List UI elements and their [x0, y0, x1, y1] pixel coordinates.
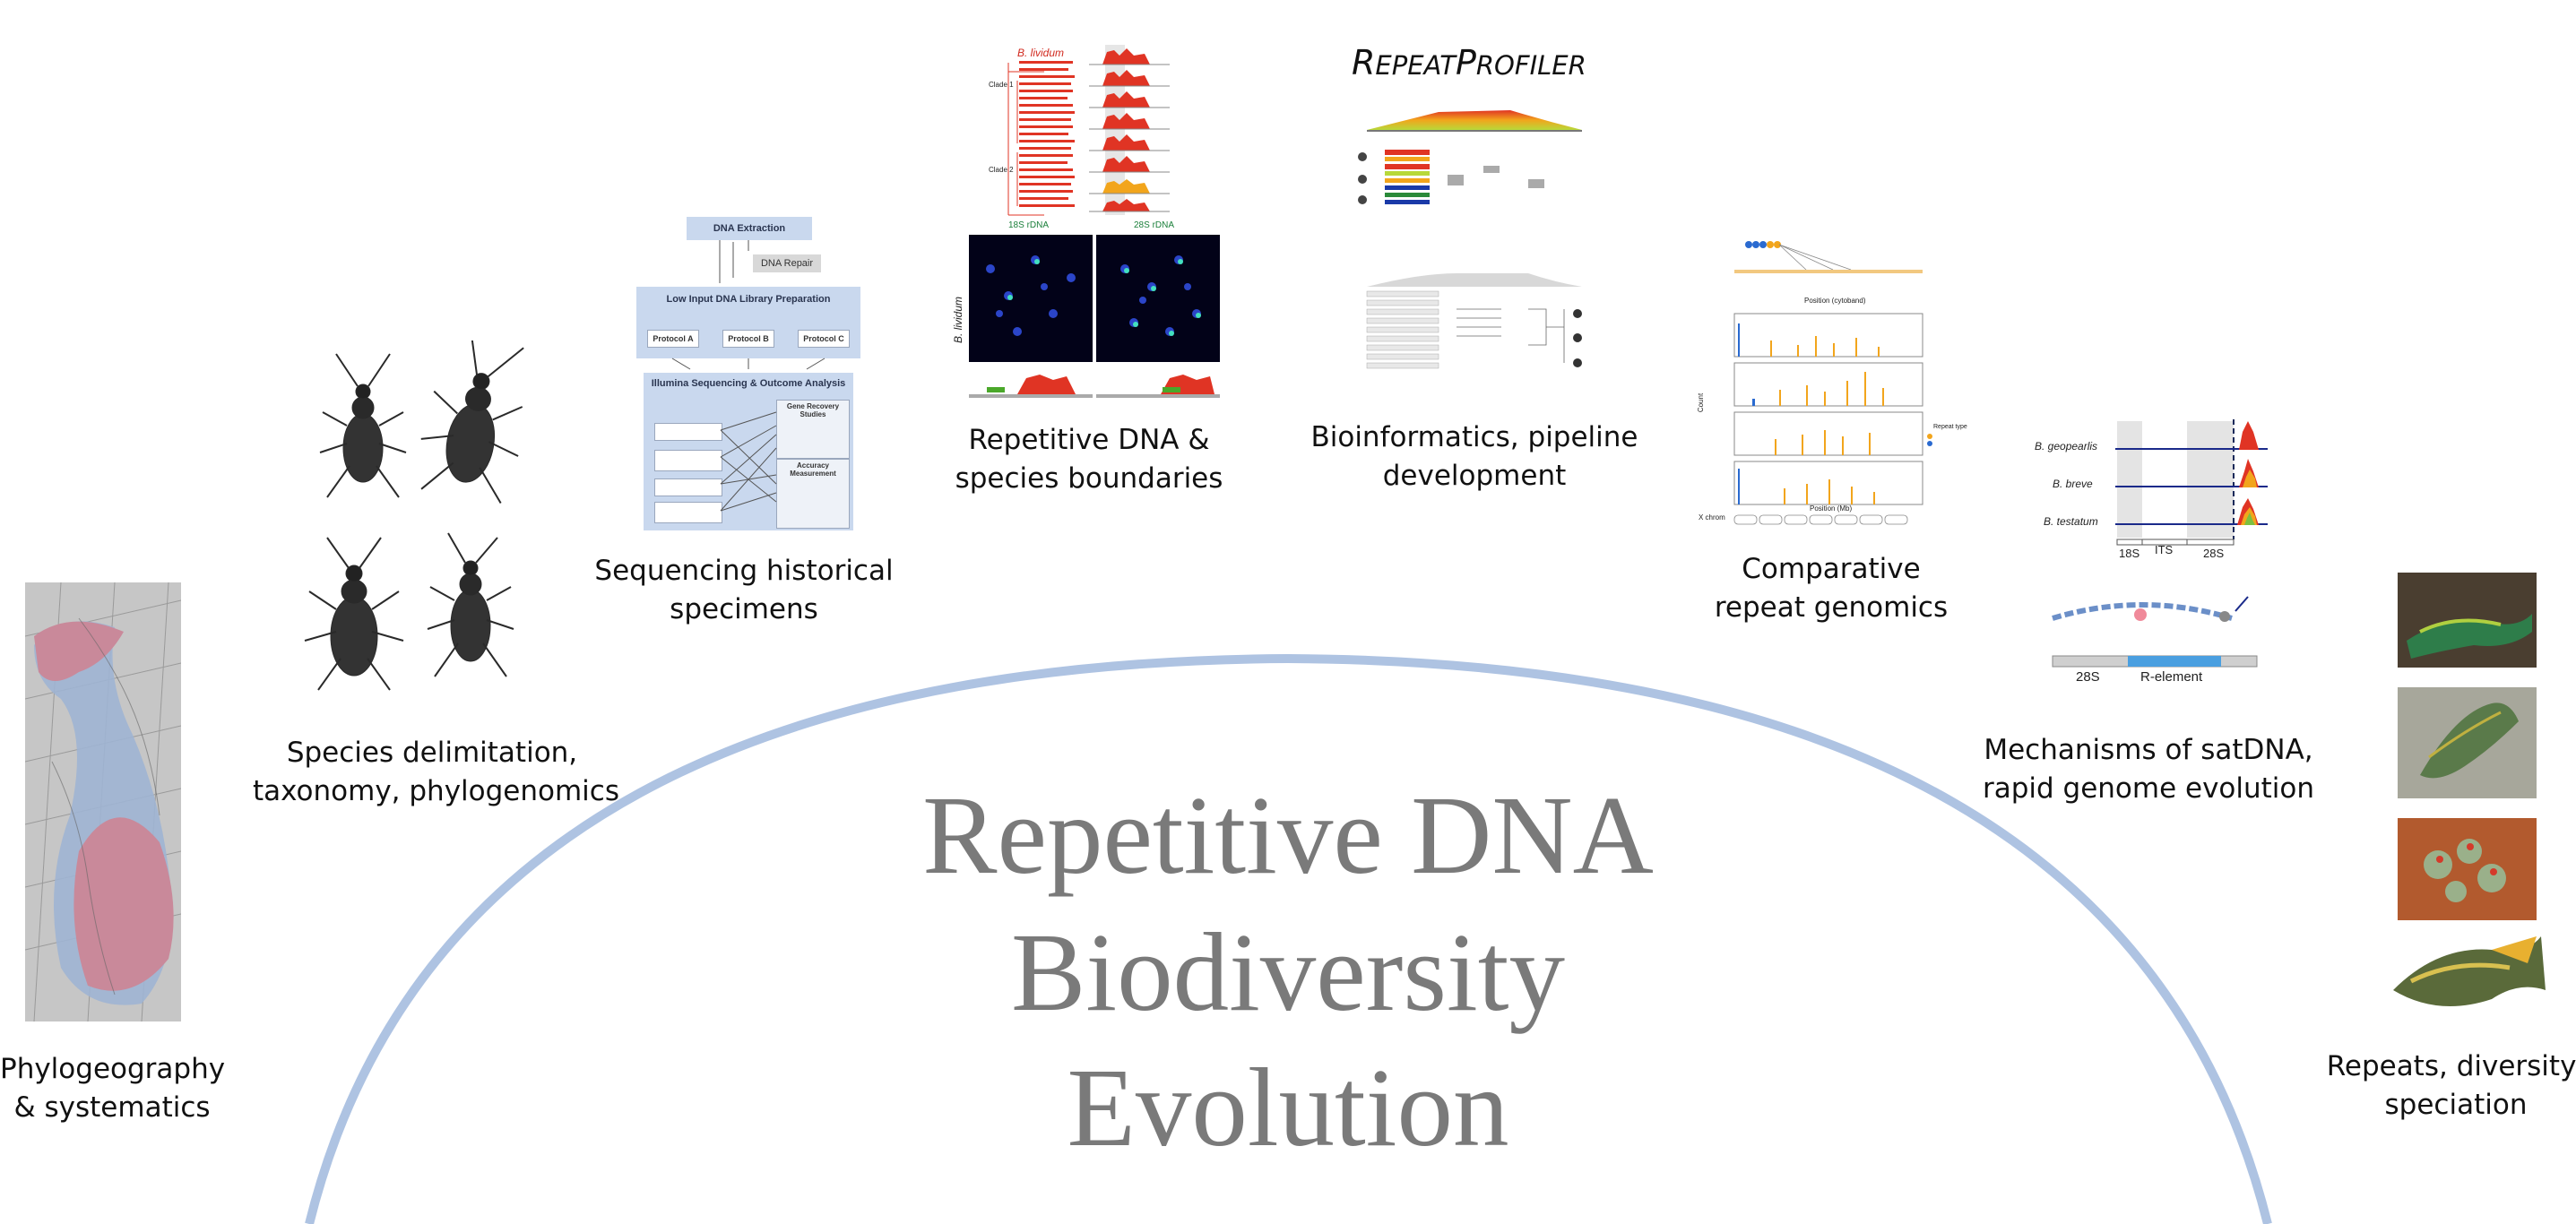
- caption-mechanisms-line1: Mechanisms of satDNA,: [1984, 734, 2313, 766]
- caption-species-line1: Species delimitation,: [286, 737, 578, 769]
- repeatprofiler-rofiler: ROFILER: [1475, 50, 1586, 81]
- caption-phylogeography-line2: & systematics: [13, 1091, 211, 1124]
- phylogeography-map: [24, 582, 182, 1022]
- boundaries-species-side: B. lividum: [952, 296, 965, 344]
- mechanisms-28s: 28S: [2203, 547, 2225, 560]
- flow-arrows: [671, 240, 826, 512]
- comparative-panel: Position (cytoband) Position (Mb) Count …: [1697, 237, 1967, 526]
- flow-output-3: [654, 478, 722, 496]
- repeatprofiler-r: R: [1352, 43, 1376, 82]
- caption-repeats-line2: speciation: [2384, 1089, 2528, 1121]
- caption-mechanisms: Mechanisms of satDNA, rapid genome evolu…: [1969, 731, 2328, 808]
- mechanisms-panel: B. geopearlis B. breve B. testatum 18S I…: [2035, 412, 2268, 690]
- repeatprofiler-logo: REPEATPROFILER: [1352, 43, 1586, 82]
- mechanisms-r-element: R-element: [2140, 669, 2203, 685]
- flow-protocol-b: Protocol B: [722, 330, 774, 348]
- mechanisms-species3: B. testatum: [2044, 515, 2098, 528]
- caption-repeats-line1: Repeats, diversity,: [2326, 1050, 2576, 1082]
- flow-sequencing-label: Illumina Sequencing & Outcome Analysis: [651, 378, 846, 389]
- mechanisms-species1: B. geopearlis: [2035, 440, 2098, 453]
- caption-historical: Sequencing historical specimens: [565, 552, 923, 629]
- flow-accuracy-label: Accuracy Measurement: [790, 461, 836, 478]
- title-line-3: Evolution: [1067, 1047, 1509, 1170]
- repeatprofiler-p: P: [1455, 43, 1476, 82]
- caption-bioinformatics-line1: Bioinformatics, pipeline: [1310, 421, 1638, 453]
- organism-photos: [2393, 573, 2546, 1006]
- comparative-position-cytoband: Position (cytoband): [1804, 297, 1866, 305]
- mechanisms-28s-bottom: 28S: [2076, 669, 2100, 685]
- caption-boundaries-line2: species boundaries: [955, 462, 1223, 495]
- caption-species: Species delimitation, taxonomy, phylogen…: [253, 734, 619, 811]
- title-line-2: Biodiversity: [1010, 911, 1566, 1035]
- boundaries-species: B. lividum: [1017, 47, 1065, 59]
- caption-mechanisms-line2: rapid genome evolution: [1982, 772, 2315, 805]
- workflow-diagram: DNA Extraction DNA Repair Low Input DNA …: [636, 215, 860, 530]
- repeatprofiler-epeat: EPEAT: [1375, 50, 1456, 81]
- flow-dna-extraction: DNA Extraction: [687, 217, 812, 240]
- caption-repeats: Repeats, diversity, speciation: [2304, 1047, 2576, 1125]
- caption-boundaries: Repetitive DNA & species boundaries: [910, 421, 1268, 498]
- boundaries-clade2: Clade 2: [989, 166, 1014, 174]
- caption-comparative-line1: Comparative: [1742, 553, 1921, 585]
- flow-output-2: [654, 450, 722, 471]
- caption-comparative: Comparative repeat genomics: [1652, 550, 2010, 627]
- flow-protocol-a: Protocol A: [647, 330, 699, 348]
- boundaries-rdna28: 28S rDNA: [1134, 220, 1175, 230]
- repeatprofiler-graphics: [1358, 110, 1582, 369]
- comparative-x-chrom: X chrom: [1699, 513, 1725, 521]
- flow-protocol-c: Protocol C: [798, 330, 850, 348]
- flow-dna-repair: DNA Repair: [753, 254, 821, 272]
- beetle-icon: [304, 340, 524, 691]
- boundaries-graphics: [969, 45, 1220, 398]
- flow-output-4: [654, 502, 722, 523]
- caption-historical-line2: specimens: [670, 593, 818, 625]
- caption-bioinformatics: Bioinformatics, pipeline development: [1295, 418, 1654, 496]
- title-line-1: Repetitive DNA: [922, 774, 1654, 898]
- boundaries-rdna18: 18S rDNA: [1008, 220, 1050, 230]
- caption-species-line2: taxonomy, phylogenomics: [253, 775, 619, 807]
- flow-library-prep-label: Low Input DNA Library Preparation: [666, 294, 831, 305]
- flow-gene-recovery: Gene Recovery Studies: [776, 400, 850, 459]
- beetle-images: [304, 340, 524, 691]
- caption-phylogeography-line1: Phylogeography: [0, 1053, 226, 1085]
- caption-boundaries-line1: Repetitive DNA &: [968, 424, 1210, 456]
- comparative-graphics: [1733, 241, 1932, 525]
- caption-bioinformatics-line2: development: [1382, 460, 1567, 492]
- mechanisms-species2: B. breve: [2053, 478, 2093, 490]
- boundaries-clade1: Clade 1: [989, 81, 1014, 89]
- caption-historical-line1: Sequencing historical: [594, 555, 894, 587]
- comparative-repeat-type: Repeat type: [1933, 424, 1967, 430]
- flow-gene-recovery-label: Gene Recovery Studies: [786, 402, 840, 418]
- comparative-position-mb: Position (Mb): [1810, 504, 1853, 513]
- caption-phylogeography: Phylogeography & systematics: [0, 1050, 226, 1127]
- boundaries-panel: B. lividum Clade 1 Clade 2: [952, 45, 1223, 412]
- mechanisms-graphics: [2052, 419, 2268, 668]
- mechanisms-its: ITS: [2155, 543, 2174, 556]
- mechanisms-18s: 18S: [2119, 547, 2140, 560]
- comparative-count: Count: [1697, 392, 1706, 413]
- flow-accuracy: Accuracy Measurement: [776, 459, 850, 529]
- caption-comparative-line2: repeat genomics: [1714, 591, 1949, 624]
